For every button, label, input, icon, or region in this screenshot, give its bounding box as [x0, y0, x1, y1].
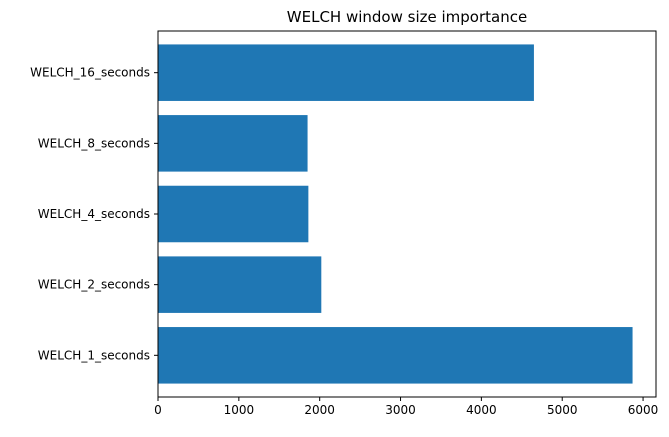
x-tick-label: 5000	[547, 403, 578, 417]
x-tick-label: 3000	[385, 403, 416, 417]
y-tick-label: WELCH_1_seconds	[38, 348, 150, 362]
y-tick-label: WELCH_16_seconds	[30, 66, 150, 80]
x-tick-label: 4000	[466, 403, 497, 417]
bar-WELCH_8_seconds	[158, 115, 308, 172]
bar-WELCH_4_seconds	[158, 185, 309, 243]
x-tick-label: 1000	[224, 403, 255, 417]
y-tick-label: WELCH_2_seconds	[38, 278, 150, 292]
x-axis: 0 1000 2000 3000 4000 5000 6000	[154, 397, 658, 417]
bar-WELCH_2_seconds	[158, 256, 322, 313]
bars-group	[158, 44, 633, 384]
chart-title: WELCH window size importance	[287, 8, 527, 26]
x-tick-label: 0	[154, 403, 162, 417]
y-tick-label: WELCH_4_seconds	[38, 207, 150, 221]
bar-WELCH_1_seconds	[158, 327, 633, 384]
bar-WELCH_16_seconds	[158, 44, 534, 101]
x-tick-label: 2000	[304, 403, 335, 417]
y-tick-label: WELCH_8_seconds	[38, 136, 150, 150]
plot-frame	[157, 30, 657, 398]
x-tick-label: 6000	[628, 403, 659, 417]
y-axis: WELCH_1_seconds WELCH_2_seconds WELCH_4_se…	[30, 66, 158, 362]
